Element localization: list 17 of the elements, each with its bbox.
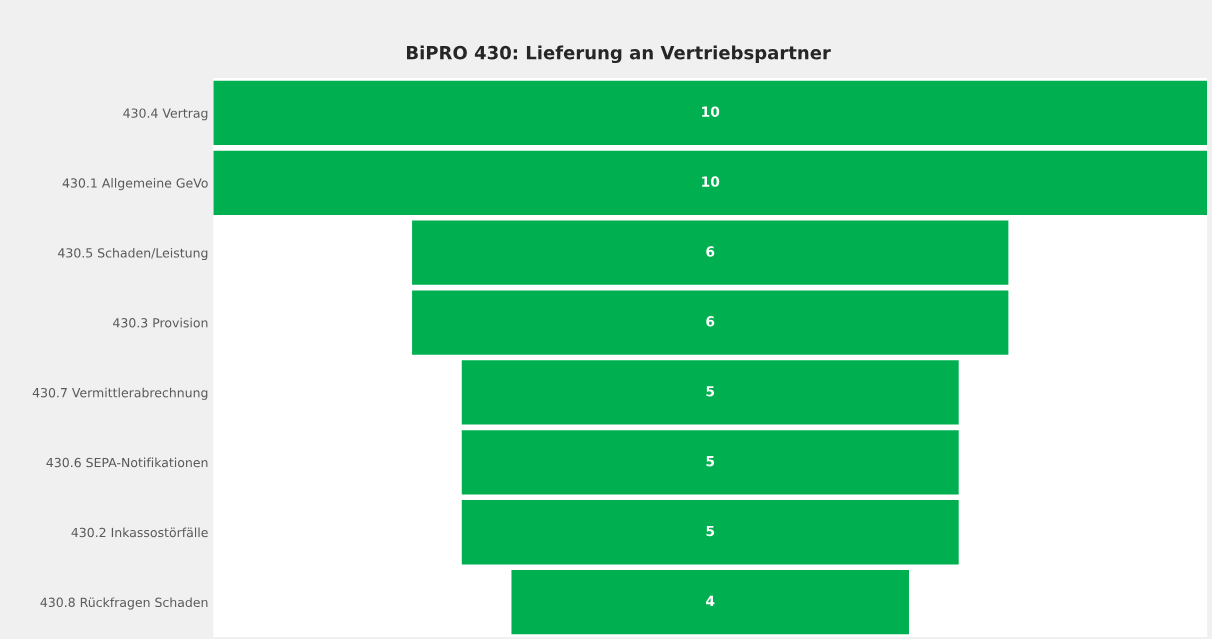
data-label: 10 [702, 176, 720, 187]
category-label: 430.8 Rückfragen Schaden [40, 597, 208, 610]
data-label: 6 [706, 316, 715, 327]
data-label: 5 [706, 456, 715, 467]
category-label: 430.6 SEPA-Notifikationen [46, 457, 208, 468]
category-label: 430.7 Vermittlerabrechnung [32, 387, 208, 400]
category-label: 430.2 Inkassostörfälle [71, 527, 208, 538]
data-label: 5 [706, 525, 715, 537]
category-label: 430.5 Schaden/Leistung [58, 247, 208, 261]
category-label: 430.4 Vertrag [123, 108, 208, 121]
category-label: 430.1 Allgemeine GeVo [62, 178, 208, 191]
data-label: 4 [706, 595, 715, 606]
data-label: 5 [706, 386, 715, 397]
data-label: 10 [702, 106, 720, 117]
category-label: 430.3 Provision [113, 317, 208, 328]
data-label: 6 [706, 246, 715, 257]
text: BiPRO 430: Lieferung an Vertriebspartner [407, 45, 831, 64]
